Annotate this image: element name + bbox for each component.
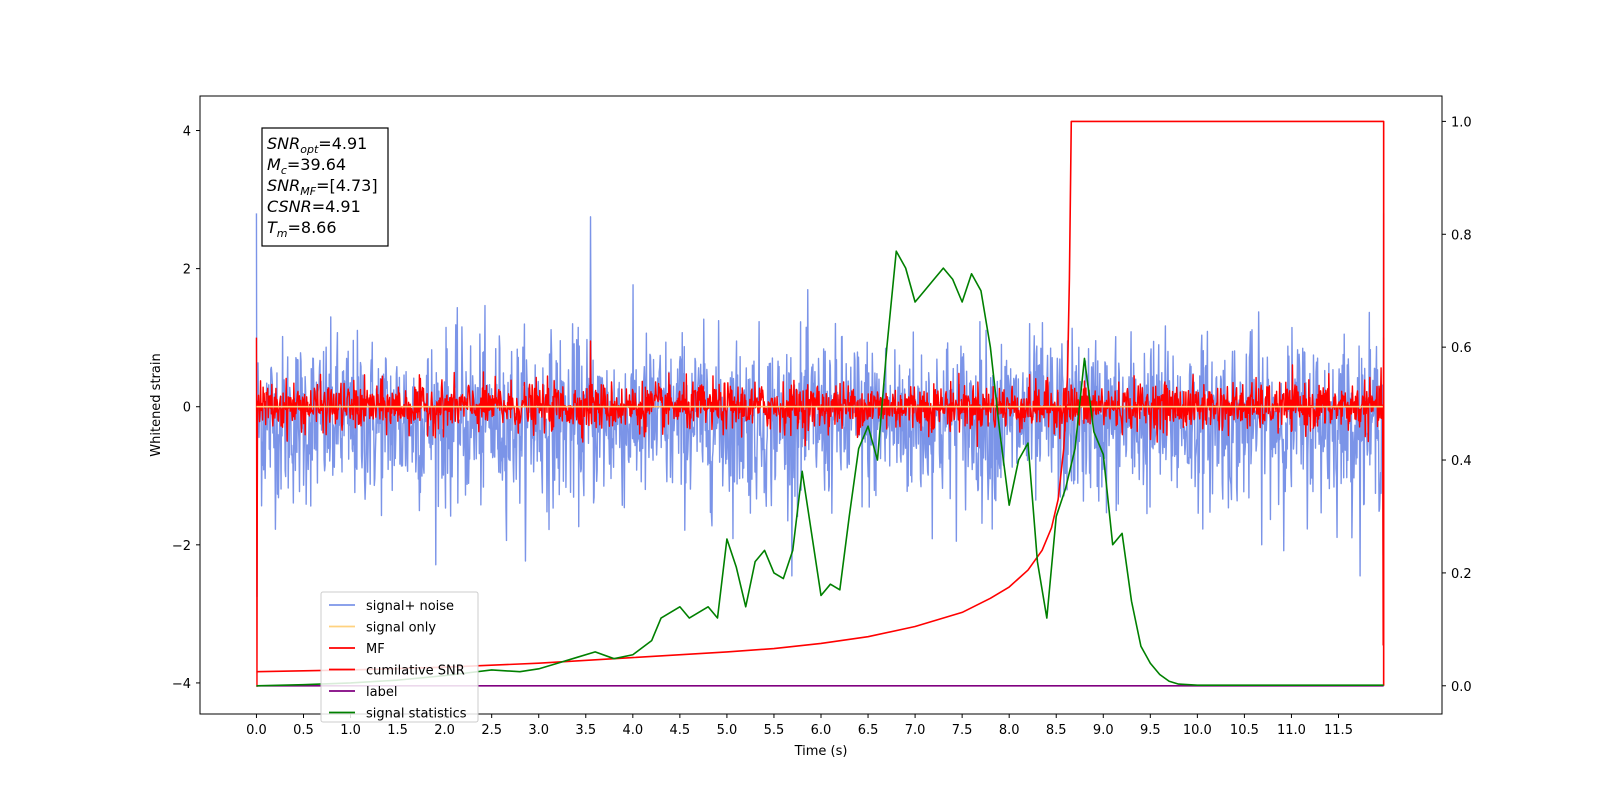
- annotation-line: SNRMF=[4.73]: [267, 176, 378, 198]
- x-tick-label: 5.5: [764, 723, 785, 738]
- x-tick-label: 0.5: [293, 723, 314, 738]
- x-axis: 0.0 0.5 1.0 1.5 2.0 2.5 3.0 3.5 4.0 4.5 5.0 5.5 6.0 6…: [246, 714, 1353, 738]
- annotation-line: Mc=39.64: [267, 155, 346, 177]
- x-tick-label: 5.0: [717, 723, 738, 738]
- legend-label-signal-statistics: signal statistics: [366, 707, 467, 722]
- y-tick-label: 0: [183, 401, 191, 416]
- x-tick-label: 4.0: [622, 723, 643, 738]
- x-tick-label: 6.5: [858, 723, 879, 738]
- x-tick-label: 2.0: [434, 723, 455, 738]
- x-tick-label: 9.5: [1140, 723, 1161, 738]
- annotation-line: SNRopt=4.91: [267, 134, 367, 156]
- series-line-signal-noise: [255, 213, 1385, 598]
- y-axis-label: Whitened strain: [149, 353, 164, 456]
- x-tick-label: 11.0: [1277, 723, 1306, 738]
- y-tick-label: −2: [172, 539, 191, 554]
- y2-tick-label: 0.2: [1451, 567, 1472, 582]
- x-tick-label: 8.5: [1046, 723, 1067, 738]
- legend-label-mf: MF: [366, 642, 385, 657]
- y2-tick-label: 0.6: [1451, 341, 1472, 356]
- legend: signal+ noise signal only MF cumilative SNR…: [320, 591, 479, 723]
- y2-tick-label: 0.8: [1451, 228, 1472, 243]
- x-tick-label: 1.5: [387, 723, 408, 738]
- stats-annotation-box: SNRopt=4.91Mc=39.64SNRMF=[4.73]CSNR=4.91…: [261, 127, 389, 247]
- legend-label-cumilative-snr: cumilative SNR: [366, 664, 465, 679]
- x-tick-label: 7.0: [905, 723, 926, 738]
- y2-tick-label: 0.4: [1451, 454, 1472, 469]
- y2-tick-label: 0.0: [1451, 680, 1472, 695]
- x-tick-label: 1.0: [340, 723, 361, 738]
- legend-label-signal-noise: signal+ noise: [366, 599, 454, 614]
- annotation-line: Tm=8.66: [267, 218, 337, 240]
- x-tick-label: 9.0: [1093, 723, 1114, 738]
- x-tick-label: 4.5: [670, 723, 691, 738]
- x-tick-label: 3.0: [528, 723, 549, 738]
- x-tick-label: 0.0: [246, 723, 267, 738]
- x-axis-label: Time (s): [794, 744, 848, 759]
- y-axis-right: 1.0 0.8 0.6 0.4 0.2 0.0: [1442, 115, 1472, 695]
- x-tick-label: 8.0: [999, 723, 1020, 738]
- annotation-line: CSNR=4.91: [267, 197, 361, 216]
- x-tick-label: 11.5: [1324, 723, 1353, 738]
- x-tick-label: 10.0: [1183, 723, 1212, 738]
- x-tick-label: 10.5: [1230, 723, 1259, 738]
- y2-tick-label: 1.0: [1451, 115, 1472, 130]
- series-line-signal-statistics: [256, 250, 1384, 687]
- y-tick-label: −4: [172, 677, 191, 692]
- series-line-mf: [255, 337, 1385, 688]
- series-line-cumilative-snr: [256, 120, 1385, 686]
- y-tick-label: 4: [183, 125, 191, 140]
- x-tick-label: 2.5: [481, 723, 502, 738]
- legend-label-label: label: [366, 685, 397, 700]
- x-tick-label: 6.0: [811, 723, 832, 738]
- legend-label-signal-only: signal only: [366, 621, 436, 636]
- y-tick-label: 2: [183, 263, 191, 278]
- x-tick-label: 3.5: [575, 723, 596, 738]
- y-axis-left: 4 2 0 −2 −4: [172, 125, 200, 692]
- x-tick-label: 7.5: [952, 723, 973, 738]
